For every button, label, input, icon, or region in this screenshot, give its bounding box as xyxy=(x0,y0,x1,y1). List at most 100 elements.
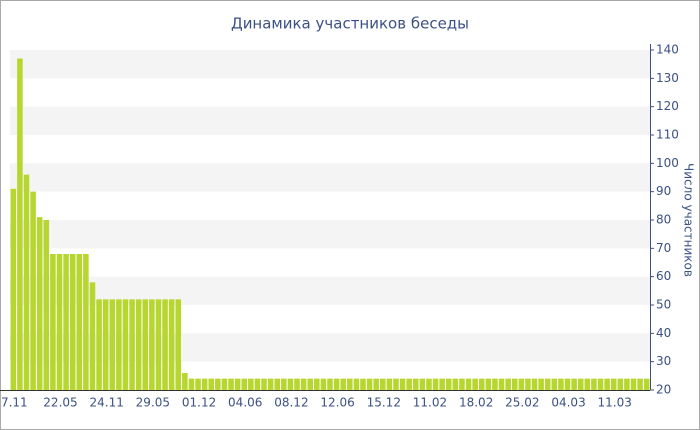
bar xyxy=(459,378,465,390)
y-tick-label: 130 xyxy=(656,71,679,85)
bar xyxy=(340,378,346,390)
bar xyxy=(129,299,135,390)
y-tick-label: 50 xyxy=(656,298,671,312)
bar xyxy=(544,378,551,390)
bar xyxy=(23,174,30,390)
y-tick-label: 110 xyxy=(656,128,679,142)
bar xyxy=(287,378,294,390)
bar xyxy=(135,299,142,390)
bar xyxy=(426,378,432,390)
bar xyxy=(17,58,23,390)
bar xyxy=(366,378,373,390)
bar xyxy=(380,378,386,390)
bar xyxy=(10,188,17,390)
x-tick-label: 12.06 xyxy=(320,396,354,410)
y-tick-label: 100 xyxy=(656,156,679,170)
bar xyxy=(406,378,412,390)
bar xyxy=(624,378,630,390)
y-tick-label: 90 xyxy=(656,184,671,198)
bar xyxy=(485,378,492,390)
bar xyxy=(643,378,650,390)
x-tick-label: 25.02 xyxy=(505,396,539,410)
bar xyxy=(525,378,531,390)
bar xyxy=(518,378,525,390)
bar xyxy=(452,378,459,390)
bar xyxy=(109,299,116,390)
bar xyxy=(432,378,439,390)
grid-band xyxy=(10,163,650,192)
x-tick-label: 29.05 xyxy=(136,396,170,410)
bar xyxy=(393,378,399,390)
grid-band xyxy=(10,220,650,249)
bar xyxy=(327,378,333,390)
bar xyxy=(228,378,234,390)
bar xyxy=(294,378,300,390)
x-tick-label: 08.12 xyxy=(274,396,308,410)
bar xyxy=(56,254,63,390)
bar xyxy=(584,378,591,390)
y-axis-label: Число участников xyxy=(682,163,696,277)
bar xyxy=(241,378,247,390)
bar xyxy=(215,378,221,390)
bar xyxy=(333,378,340,390)
bar xyxy=(353,378,360,390)
bar xyxy=(637,378,643,390)
bar xyxy=(478,378,485,390)
bar xyxy=(155,299,162,390)
bar xyxy=(76,254,83,390)
bar xyxy=(314,378,320,390)
y-tick-label: 30 xyxy=(656,354,671,368)
bar xyxy=(492,378,498,390)
bar xyxy=(267,378,274,390)
x-tick-label: 04.06 xyxy=(228,396,262,410)
bar xyxy=(234,378,241,390)
x-tick-label: 22.05 xyxy=(43,396,77,410)
bar xyxy=(221,378,228,390)
x-tick-label: 04.03 xyxy=(551,396,585,410)
bar xyxy=(419,378,426,390)
bar xyxy=(610,378,617,390)
bar xyxy=(465,378,472,390)
bar xyxy=(63,254,69,390)
bar xyxy=(551,378,558,390)
bar xyxy=(168,299,175,390)
bar xyxy=(347,378,353,390)
bar xyxy=(43,220,50,390)
bar xyxy=(558,378,564,390)
y-tick-label: 40 xyxy=(656,326,671,340)
bar xyxy=(248,378,254,390)
bar xyxy=(399,378,406,390)
bar xyxy=(83,254,89,390)
bar xyxy=(188,378,195,390)
grid-band xyxy=(10,106,650,135)
bar xyxy=(116,299,122,390)
bar xyxy=(300,378,307,390)
y-tick-label: 120 xyxy=(656,99,679,113)
bar xyxy=(413,378,419,390)
bar xyxy=(30,191,36,390)
bar xyxy=(254,378,261,390)
x-tick-label: 01.12 xyxy=(182,396,216,410)
bar xyxy=(89,282,96,390)
x-tick-label: 24.11 xyxy=(89,396,123,410)
y-tick-label: 20 xyxy=(656,383,671,397)
bar xyxy=(149,299,155,390)
bar xyxy=(604,378,610,390)
bar xyxy=(208,378,215,390)
y-tick-label: 80 xyxy=(656,213,671,227)
bar xyxy=(69,254,76,390)
bar xyxy=(307,378,313,390)
bar xyxy=(195,378,201,390)
bar xyxy=(274,378,280,390)
bar xyxy=(373,378,379,390)
grid-band xyxy=(10,50,650,79)
bar xyxy=(505,378,511,390)
bar xyxy=(182,373,188,390)
bar xyxy=(122,299,129,390)
bar xyxy=(50,254,56,390)
x-tick-label: 11.02 xyxy=(413,396,447,410)
bar xyxy=(201,378,208,390)
bar xyxy=(531,378,538,390)
bar xyxy=(96,299,102,390)
